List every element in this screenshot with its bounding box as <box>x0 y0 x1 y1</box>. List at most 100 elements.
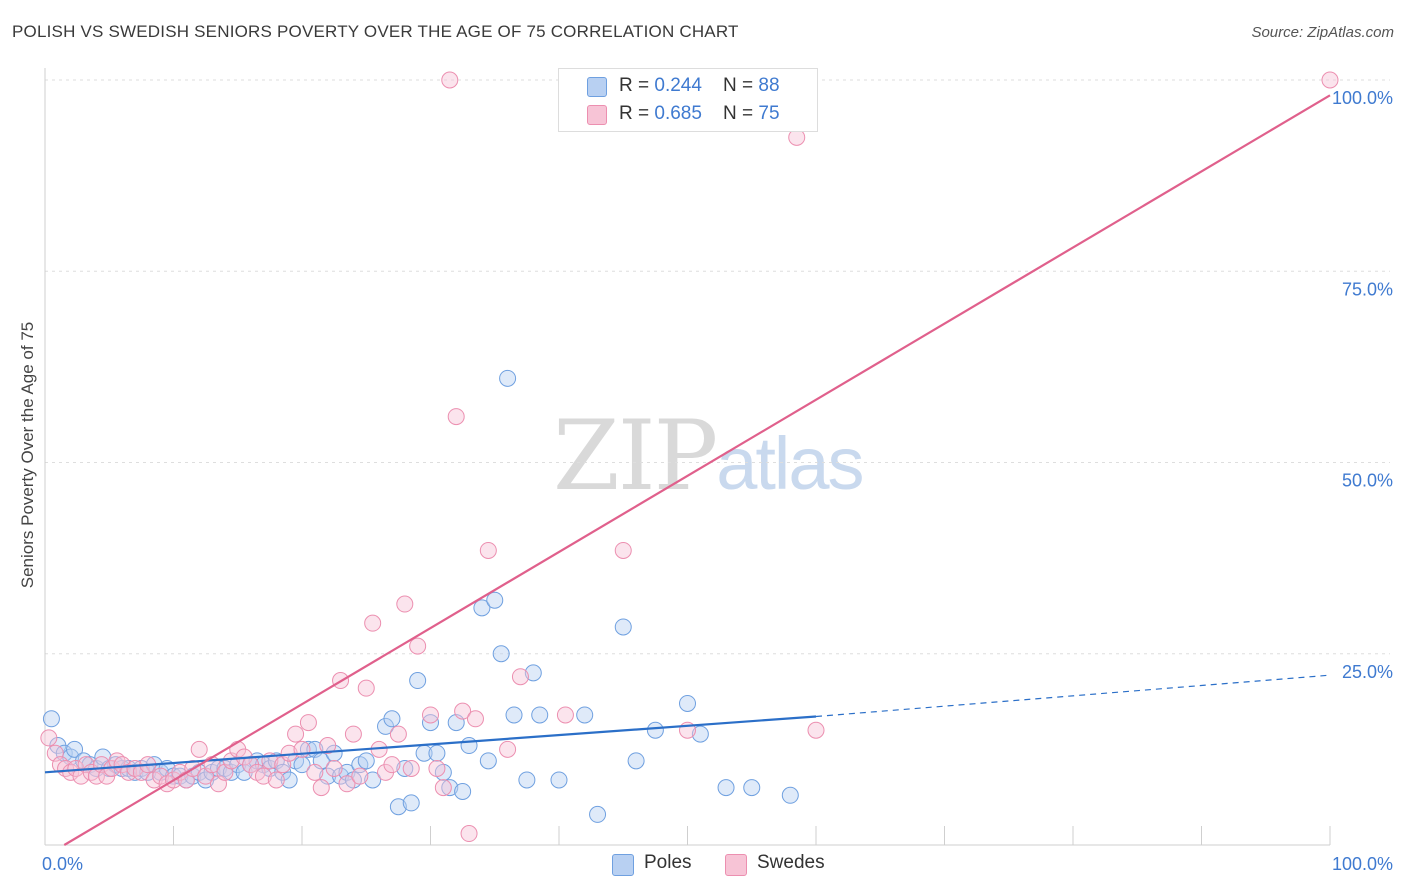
swedes-point-68 <box>466 710 484 728</box>
poles-point-77 <box>614 618 632 636</box>
poles-point-49 <box>357 752 375 770</box>
poles-point-72 <box>524 664 542 682</box>
swedes-point-49 <box>338 775 356 793</box>
swedes-point-69 <box>479 541 497 559</box>
legend-swedes-swatch <box>725 854 747 876</box>
tick-layer: 25.0% 50.0% 75.0% 100.0% 0.0% 100.0% <box>42 88 1393 874</box>
swedes-point-53 <box>364 614 382 632</box>
chart-source: Source: ZipAtlas.com <box>1251 24 1394 41</box>
poles-point-82 <box>717 779 735 797</box>
poles-point-84 <box>781 786 799 804</box>
poles-point-81 <box>691 725 709 743</box>
poles-trend-line-extension <box>815 674 1331 718</box>
legend-poles-swatch <box>612 854 634 876</box>
swedes-point-26 <box>190 740 208 758</box>
watermark: ZIPatlas <box>553 400 865 512</box>
swedes-point-41 <box>287 725 305 743</box>
x-tick-label-0: 0.0% <box>42 854 83 874</box>
swedes-point-78 <box>807 721 825 739</box>
swedes-point-62 <box>428 760 446 777</box>
axis-layer <box>44 68 1331 846</box>
swedes-point-51 <box>351 767 369 785</box>
swedes-point-50 <box>344 725 362 743</box>
trend-layer <box>44 94 1331 846</box>
poles-point-67 <box>486 591 504 609</box>
poles-trend-line <box>44 715 817 774</box>
poles-point-78 <box>627 752 645 770</box>
swedes-point-61 <box>422 706 439 724</box>
swedes-point-72 <box>556 706 574 724</box>
legend-poles-label: Poles <box>644 852 692 873</box>
poles-point-52 <box>383 710 401 728</box>
swedes-point-67 <box>460 825 478 843</box>
poles-point-70 <box>505 706 523 724</box>
swedes-point-71 <box>511 668 529 686</box>
poles-point-39 <box>293 756 311 774</box>
swedes-point-70 <box>499 740 517 758</box>
swedes-r-value: 0.685 <box>654 103 702 124</box>
swedes-n-value: 75 <box>758 103 780 124</box>
swedes-point-38 <box>267 771 285 789</box>
poles-point-54 <box>396 760 414 777</box>
swedes-point-46 <box>319 737 337 755</box>
poles-point-76 <box>589 805 607 823</box>
swedes-point-43 <box>299 714 317 732</box>
chart-title: POLISH VS SWEDISH SENIORS POVERTY OVER T… <box>12 22 739 41</box>
poles-point-56 <box>409 672 427 690</box>
swedes-point-65 <box>447 408 465 426</box>
poles-point-68 <box>492 645 510 663</box>
swedes-point-63 <box>434 779 452 797</box>
swedes-swatch <box>587 105 607 125</box>
poles-point-4 <box>66 740 84 758</box>
swedes-point-52 <box>357 679 375 697</box>
swedes-point-0 <box>40 729 58 747</box>
poles-point-69 <box>499 369 517 387</box>
swedes-trend-line <box>63 94 1331 846</box>
poles-point-0 <box>42 710 60 728</box>
poles-point-80 <box>679 694 696 712</box>
legend-item-poles[interactable]: Poles <box>612 851 702 877</box>
poles-point-64 <box>460 737 478 755</box>
poles-point-53 <box>389 798 407 816</box>
y-tick-label-0: 25.0% <box>1342 662 1393 682</box>
poles-point-55 <box>402 794 420 812</box>
x-tick-label-1: 100.0% <box>1332 854 1393 874</box>
y-tick-label-1: 50.0% <box>1342 471 1393 491</box>
swedes-point-44 <box>306 763 324 781</box>
poles-n-value: 88 <box>758 75 780 96</box>
poles-point-50 <box>364 771 382 789</box>
poles-point-65 <box>473 599 491 617</box>
poles-point-71 <box>518 771 536 789</box>
poles-point-63 <box>454 782 472 800</box>
swedes-point-79 <box>1321 71 1339 89</box>
swedes-point-66 <box>454 702 472 720</box>
poles-r-value: 0.244 <box>654 75 702 96</box>
poles-point-83 <box>743 779 761 797</box>
poles-point-59 <box>428 744 446 762</box>
y-tick-label-3: 100.0% <box>1332 88 1393 108</box>
poles-point-79 <box>646 721 664 739</box>
swedes-point-64 <box>441 71 459 89</box>
swedes-point-36 <box>254 767 272 785</box>
poles-swatch <box>587 77 607 97</box>
y-tick-label-2: 75.0% <box>1342 279 1393 299</box>
watermark-atlas: atlas <box>716 422 864 505</box>
swedes-point-73 <box>614 541 632 559</box>
swedes-point-59 <box>402 760 420 777</box>
swedes-point-47 <box>325 760 343 777</box>
swedes-point-58 <box>396 595 414 613</box>
legend-item-swedes[interactable]: Swedes <box>725 851 835 877</box>
poles-point-61 <box>441 779 459 797</box>
swedes-point-45 <box>312 779 330 797</box>
poles-point-37 <box>280 771 298 789</box>
poles-point-75 <box>576 706 594 724</box>
swedes-point-57 <box>389 725 407 743</box>
poles-point-74 <box>550 771 568 789</box>
poles-point-66 <box>479 752 497 770</box>
poles-point-73 <box>531 706 549 724</box>
swedes-point-60 <box>409 637 427 655</box>
legend-swedes-label: Swedes <box>757 852 825 873</box>
swedes-point-56 <box>383 756 401 774</box>
